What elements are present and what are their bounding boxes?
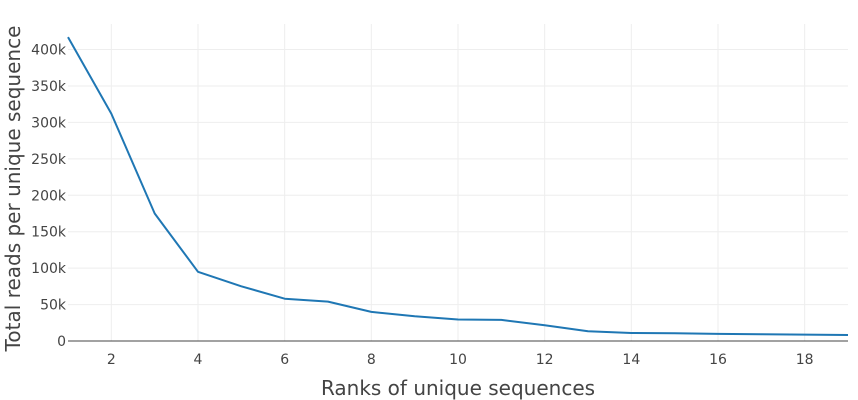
y-tick-label: 400k	[31, 43, 67, 59]
x-axis-title: Ranks of unique sequences	[321, 376, 595, 400]
series-line	[67, 36, 849, 336]
x-tick-label: 4	[194, 352, 203, 368]
y-tick-label: 350k	[31, 79, 67, 95]
x-tick-label: 16	[709, 352, 727, 368]
x-tick-label: 2	[107, 352, 116, 368]
y-tick-label: 250k	[31, 152, 67, 168]
y-tick-label: 50k	[40, 298, 67, 314]
y-tick-label: 300k	[31, 115, 67, 131]
y-tick-label: 150k	[31, 225, 67, 241]
x-tick-label: 12	[536, 352, 554, 368]
y-tick-label: 100k	[31, 261, 67, 277]
x-tick-label: 6	[280, 352, 289, 368]
x-tick-label: 10	[449, 352, 467, 368]
y-axis-title: Total reads per unique sequence	[1, 26, 25, 353]
x-tick-labels: 2 4 6 8 10 12 14 16 18	[107, 352, 814, 368]
x-tick-label: 14	[622, 352, 640, 368]
series-group	[67, 36, 849, 336]
y-tick-labels: 0 50k 100k 150k 200k 250k 300k 350k 400k	[31, 43, 67, 350]
x-gridlines	[110, 24, 806, 341]
y-tick-label: 200k	[31, 188, 67, 204]
y-tick-label: 0	[57, 334, 66, 350]
y-gridlines	[68, 49, 848, 306]
x-tick-label: 8	[367, 352, 376, 368]
x-tick-label: 18	[796, 352, 814, 368]
